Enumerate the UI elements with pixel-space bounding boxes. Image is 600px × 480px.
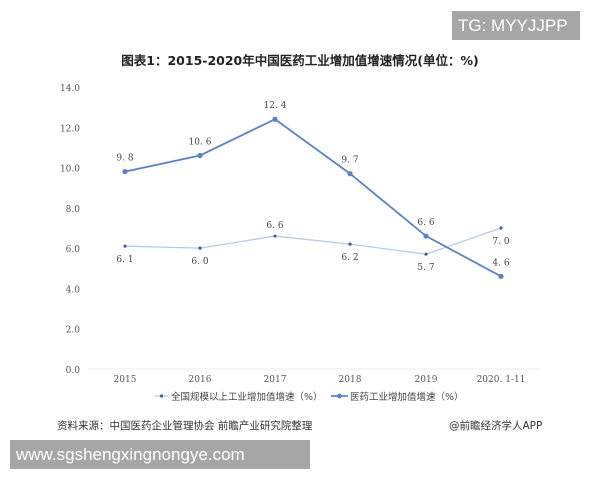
data-point bbox=[122, 169, 128, 175]
legend: 全国规模以上工业增加值增速（%） 医药工业增加值增速（%） bbox=[155, 391, 464, 403]
data-point bbox=[273, 234, 277, 238]
data-label: 4. 6 bbox=[492, 258, 509, 268]
data-label: 5. 7 bbox=[417, 263, 434, 273]
credit-note: @前瞻经济学人APP bbox=[449, 420, 543, 432]
data-label: 12. 4 bbox=[264, 101, 287, 111]
y-tick-label: 2.0 bbox=[66, 326, 81, 336]
data-point bbox=[499, 226, 503, 230]
data-label: 10. 6 bbox=[189, 137, 212, 147]
data-label: 9. 7 bbox=[341, 156, 358, 166]
series-group: 6. 1 6. 0 6. 6 6. 2 5. 7 7. 0 9. 8 10. 6 12. 4 9.… bbox=[116, 101, 510, 279]
data-label: 9. 8 bbox=[116, 154, 133, 164]
y-tick-label: 12.0 bbox=[60, 124, 80, 134]
data-point bbox=[498, 273, 504, 279]
legend-marker-pharma bbox=[337, 393, 342, 399]
x-tick-label: 2020. 1-11 bbox=[477, 375, 526, 385]
x-tick-label: 2019 bbox=[415, 375, 438, 385]
data-point bbox=[198, 246, 202, 250]
x-tick-label: 2015 bbox=[114, 375, 137, 385]
industry-series-line bbox=[124, 227, 502, 255]
pharma-series-line bbox=[124, 118, 502, 278]
data-point bbox=[272, 116, 278, 122]
y-axis: 0.0 2.0 4.0 6.0 8.0 10.0 12.0 14.0 bbox=[60, 84, 80, 376]
legend-marker-industry bbox=[159, 394, 164, 398]
y-tick-label: 6.0 bbox=[66, 245, 81, 255]
data-point bbox=[424, 252, 428, 256]
y-tick-label: 10.0 bbox=[60, 165, 80, 175]
data-label: 6. 0 bbox=[191, 257, 208, 267]
y-tick-label: 0.0 bbox=[66, 366, 81, 376]
data-label: 6. 1 bbox=[116, 255, 133, 265]
chart-title: 图表1：2015-2020年中国医药工业增加值增速情况(单位：%) bbox=[121, 53, 479, 68]
y-tick-label: 14.0 bbox=[60, 84, 80, 94]
watermark-url-badge: www.sgshengxingnongye.com bbox=[10, 440, 310, 469]
data-point bbox=[347, 171, 353, 177]
data-point bbox=[123, 244, 127, 248]
data-point bbox=[423, 233, 429, 239]
watermark-tg-badge: TG: MYYJJPP bbox=[452, 11, 580, 40]
x-tick-label: 2017 bbox=[264, 375, 287, 385]
legend-label-pharma: 医药工业增加值增速（%） bbox=[350, 391, 464, 403]
y-tick-label: 8.0 bbox=[66, 205, 81, 215]
data-point bbox=[197, 152, 203, 159]
data-label: 6. 6 bbox=[266, 221, 283, 231]
x-tick-label: 2018 bbox=[339, 375, 362, 385]
data-point bbox=[348, 242, 352, 246]
source-note: 资料来源：中国医药企业管理协会 前瞻产业研究院整理 bbox=[57, 420, 313, 432]
y-tick-label: 4.0 bbox=[66, 285, 81, 295]
data-label: 7. 0 bbox=[492, 237, 509, 247]
data-label: 6. 2 bbox=[341, 253, 358, 263]
legend-label-industry: 全国规模以上工业增加值增速（%） bbox=[171, 391, 323, 403]
x-axis: 2015 2016 2017 2018 2019 2020. 1-11 bbox=[114, 375, 526, 385]
data-label: 6. 6 bbox=[417, 218, 434, 228]
x-tick-label: 2016 bbox=[189, 375, 212, 385]
